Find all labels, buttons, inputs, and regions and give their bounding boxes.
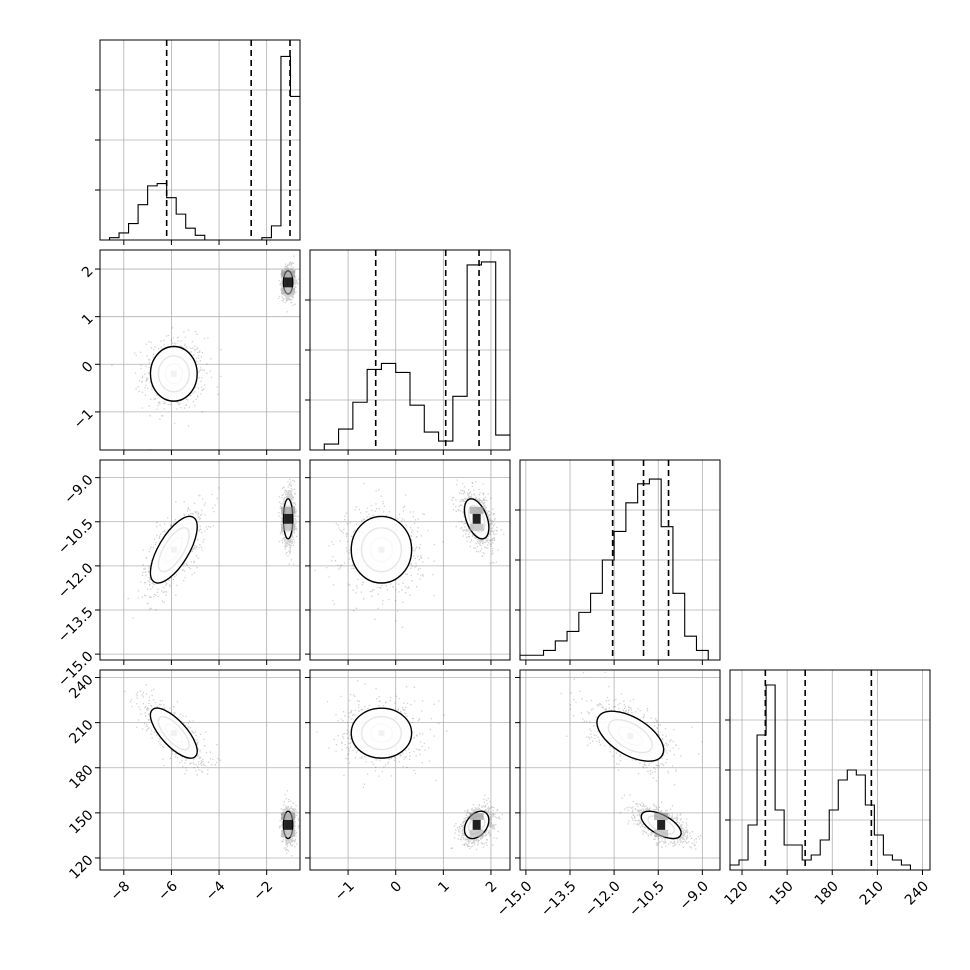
x-tick-label: 150 <box>767 878 797 908</box>
x-tick-label: −9.0 <box>677 878 712 913</box>
y-tick-label: 180 <box>66 762 96 792</box>
density-cell <box>281 287 296 295</box>
density-cell <box>281 523 296 531</box>
panel-frame <box>99 39 301 241</box>
y-tick-label: 210 <box>66 717 96 747</box>
x-tick-label: −2 <box>250 878 276 904</box>
x-tick-label: 240 <box>902 878 932 908</box>
scatter-panel-2-0 <box>95 459 301 665</box>
density-cell <box>378 730 385 737</box>
density-core <box>284 819 293 830</box>
density-cell <box>170 370 177 377</box>
histogram-steps <box>100 55 300 241</box>
density-cell <box>469 506 484 514</box>
density-cell <box>281 812 296 820</box>
density-cell <box>654 829 669 837</box>
histogram-steps <box>310 261 510 451</box>
histogram-panel-0 <box>95 39 301 245</box>
x-tick-label: 180 <box>812 878 842 908</box>
x-tick-label: −12.0 <box>582 878 624 920</box>
histogram-panel-2 <box>515 459 721 665</box>
scatter-panel-3-0 <box>95 669 301 875</box>
density-cell <box>469 523 484 531</box>
x-tick-label: 1 <box>435 878 453 896</box>
panel-frame <box>729 669 931 871</box>
density-cell <box>378 546 385 553</box>
panel-frame <box>309 249 511 451</box>
y-tick-label: 2 <box>79 263 97 281</box>
density-core <box>284 277 293 288</box>
y-tick-label: −1 <box>71 406 97 432</box>
panel-content <box>560 671 703 850</box>
density-cell <box>170 730 177 737</box>
x-tick-label: −10.5 <box>626 878 668 920</box>
y-tick-label: −10.5 <box>55 516 97 558</box>
x-tick-label: −15.0 <box>494 878 536 920</box>
x-tick-label: 120 <box>721 878 751 908</box>
density-cell <box>281 829 296 837</box>
x-tick-label: −6 <box>155 878 181 904</box>
scatter-panel-1-0 <box>95 249 301 455</box>
y-tick-label: 1 <box>79 311 97 329</box>
panel-content <box>111 255 300 450</box>
panel-content <box>123 670 300 857</box>
density-core <box>472 513 481 524</box>
x-tick-label: −8 <box>108 878 134 904</box>
scatter-panel-3-2 <box>515 669 721 875</box>
panel-content <box>310 479 505 628</box>
density-cell <box>654 812 669 820</box>
panel-frame <box>99 669 301 871</box>
panel-frame <box>309 669 511 871</box>
x-tick-label: −4 <box>203 878 229 904</box>
density-cell <box>281 270 296 278</box>
density-cell <box>627 733 634 740</box>
histogram-panel-1 <box>305 249 511 455</box>
density-cell <box>281 506 296 514</box>
y-tick-label: −13.5 <box>55 604 97 646</box>
density-core <box>284 513 293 524</box>
panel-frame <box>99 249 301 451</box>
panel-content <box>316 680 503 851</box>
x-tick-label: 210 <box>857 878 887 908</box>
x-tick-label: −13.5 <box>538 878 580 920</box>
x-tick-label: 0 <box>388 878 406 896</box>
density-cell <box>170 546 177 553</box>
y-tick-label: 0 <box>79 359 97 377</box>
y-tick-label: −12.0 <box>55 560 97 602</box>
panel-frame <box>309 459 511 661</box>
histogram-steps <box>729 684 930 871</box>
histogram-steps <box>519 478 720 661</box>
y-tick-label: −9.0 <box>61 472 96 507</box>
histogram-panel-3 <box>725 669 931 875</box>
density-cell <box>469 812 484 820</box>
density-core <box>657 819 666 830</box>
panel-content <box>127 478 300 619</box>
x-tick-label: 2 <box>483 878 501 896</box>
panel-frame <box>519 459 721 661</box>
y-tick-label: 150 <box>66 807 96 837</box>
density-core <box>472 819 481 830</box>
y-tick-label: 120 <box>66 852 96 882</box>
density-cell <box>469 829 484 837</box>
scatter-panel-2-1 <box>305 459 511 665</box>
panel-frame <box>519 669 721 871</box>
scatter-panel-3-1 <box>305 669 511 875</box>
panel-frame <box>99 459 301 661</box>
x-tick-label: −1 <box>332 878 358 904</box>
